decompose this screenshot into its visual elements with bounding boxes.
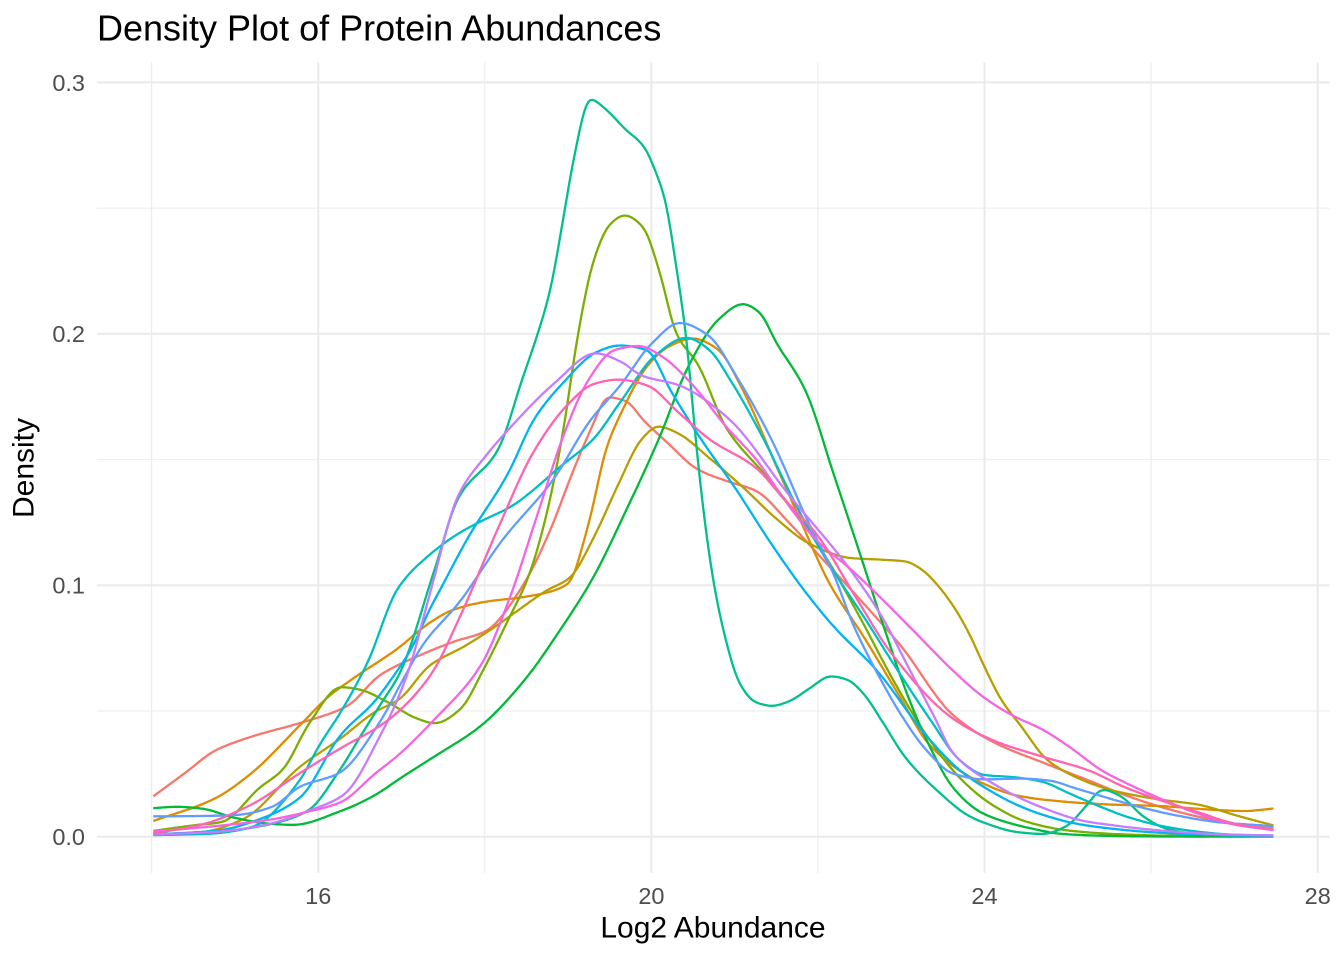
svg-text:24: 24 bbox=[971, 883, 997, 909]
svg-text:0.2: 0.2 bbox=[52, 321, 85, 347]
svg-text:0.3: 0.3 bbox=[52, 70, 85, 96]
svg-text:16: 16 bbox=[305, 883, 331, 909]
svg-text:20: 20 bbox=[638, 883, 664, 909]
svg-text:28: 28 bbox=[1305, 883, 1331, 909]
svg-text:Density Plot of Protein Abunda: Density Plot of Protein Abundances bbox=[97, 8, 661, 49]
svg-text:0.1: 0.1 bbox=[52, 573, 85, 599]
svg-text:Log2 Abundance: Log2 Abundance bbox=[600, 912, 825, 945]
svg-text:0.0: 0.0 bbox=[52, 824, 85, 850]
svg-text:Density: Density bbox=[8, 418, 41, 518]
